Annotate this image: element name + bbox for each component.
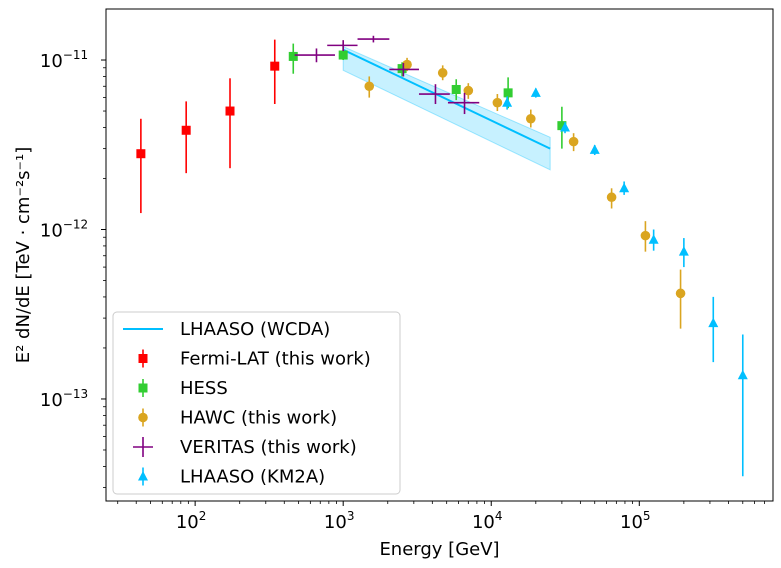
point-marker — [606, 192, 617, 203]
point-marker — [557, 121, 567, 131]
axes-frame — [105, 8, 774, 502]
data-point — [589, 144, 600, 156]
legend-marker-swatch — [138, 471, 148, 481]
wcda-best-fit-line — [342, 48, 551, 150]
point-marker — [136, 149, 146, 159]
data-point — [389, 63, 419, 77]
data-point — [327, 40, 358, 52]
point-marker — [338, 50, 348, 60]
point-marker — [225, 106, 235, 116]
data-point — [606, 188, 617, 209]
legend-label: VERITAS (this work) — [180, 437, 357, 458]
data-point — [568, 133, 579, 152]
legend-label: LHAASO (KM2A) — [180, 467, 325, 488]
point-marker — [503, 88, 513, 98]
legend-marker-swatch — [138, 412, 148, 423]
data-point — [737, 334, 748, 477]
legend-entry: Fermi-LAT (this work) — [138, 349, 371, 370]
x-tick-label: 105 — [620, 509, 651, 533]
point-marker — [530, 87, 541, 97]
data-point — [136, 118, 146, 214]
data-point — [463, 83, 474, 99]
y-tick-label: 10−12 — [40, 217, 88, 241]
data-point — [294, 48, 335, 63]
point-marker — [678, 246, 689, 256]
point-marker — [364, 81, 375, 92]
data-point — [640, 221, 651, 252]
point-marker — [451, 84, 461, 94]
data-point — [502, 96, 513, 110]
point-marker — [619, 182, 630, 193]
point-marker — [397, 64, 407, 74]
point-marker — [437, 68, 448, 78]
data-point — [557, 106, 567, 149]
y-axis-label-group: E² dN/dE [TeV · cm⁻²s⁻¹] — [13, 147, 34, 364]
data-point — [451, 79, 461, 101]
point-marker — [708, 317, 719, 328]
legend-entry: HESS — [138, 378, 228, 399]
data-point — [270, 39, 280, 105]
legend-entry: LHAASO (KM2A) — [138, 467, 325, 488]
data-point — [437, 65, 448, 81]
axis-ticks: 102 103 104 105 10−11 10−12 10−13 — [40, 48, 765, 533]
point-marker — [181, 125, 191, 135]
legend-label: HAWC (this work) — [180, 408, 337, 429]
y-tick-label: 10−13 — [40, 387, 88, 411]
series-3 — [294, 35, 480, 115]
series-4 — [502, 87, 748, 477]
y-tick-label: 10−11 — [40, 48, 88, 72]
legend-entry: HAWC (this work) — [138, 408, 337, 429]
point-marker — [675, 288, 686, 299]
point-marker — [270, 61, 280, 71]
data-point — [181, 101, 191, 174]
data-point — [288, 43, 298, 74]
data-point — [364, 76, 375, 98]
legend-entry: LHAASO (WCDA) — [123, 319, 330, 340]
data-point — [525, 109, 536, 128]
x-axis-label: Energy [GeV] — [379, 539, 499, 560]
legend: LHAASO (WCDA) Fermi-LAT (this work) HESS HA… — [112, 311, 401, 495]
data-point — [530, 87, 541, 98]
legend-label: LHAASO (WCDA) — [180, 319, 330, 340]
data-point — [708, 296, 719, 363]
point-marker — [502, 97, 513, 107]
data-point — [492, 94, 503, 112]
point-marker — [589, 144, 600, 154]
legend-box — [112, 311, 401, 495]
data-point — [225, 78, 235, 169]
point-marker — [463, 85, 474, 96]
wcda-uncertainty-band — [342, 45, 551, 171]
x-tick-label: 102 — [176, 509, 207, 533]
legend-entry: VERITAS (this work) — [133, 437, 357, 458]
data-point — [648, 229, 659, 251]
point-marker — [492, 97, 503, 108]
legend-label: Fermi-LAT (this work) — [180, 349, 371, 370]
legend-marker-swatch — [138, 383, 148, 393]
point-marker — [288, 51, 298, 61]
data-point — [418, 84, 450, 105]
point-marker — [402, 59, 412, 70]
data-point — [447, 92, 480, 115]
point-marker — [648, 234, 659, 244]
series-0 — [136, 39, 280, 214]
data-point — [560, 121, 571, 134]
point-marker — [568, 136, 579, 147]
point-marker — [560, 121, 571, 132]
point-marker — [525, 113, 536, 124]
x-tick-label: 104 — [472, 509, 503, 533]
legend-marker-swatch — [138, 354, 148, 363]
data-point — [357, 35, 390, 43]
point-marker — [640, 230, 651, 241]
data-point — [619, 181, 630, 195]
data-point — [678, 238, 689, 268]
legend-label: HESS — [180, 378, 228, 399]
x-tick-label: 103 — [324, 509, 355, 533]
plot-area — [136, 35, 748, 477]
data-point — [675, 269, 686, 329]
point-marker — [737, 369, 748, 380]
y-axis-label: E² dN/dE [TeV · cm⁻²s⁻¹] — [13, 147, 34, 364]
